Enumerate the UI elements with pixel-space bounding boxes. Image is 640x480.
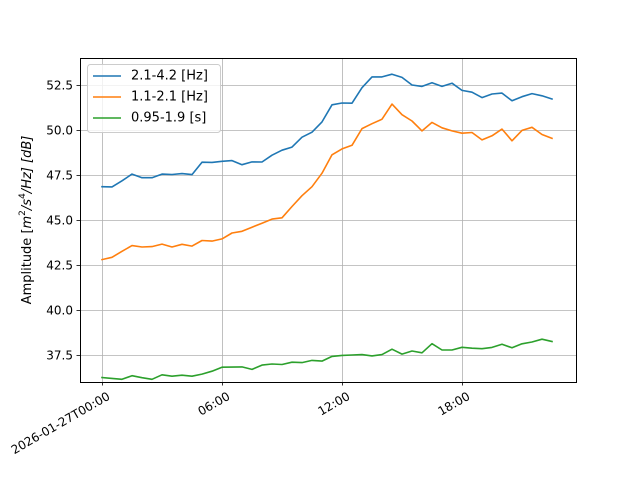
series-layer	[101, 73, 554, 381]
legend: 2.1-4.2 [Hz] 1.1-2.1 [Hz] 0.95-1.9 [s]	[87, 64, 221, 133]
y-tick-label: 45.0	[46, 214, 73, 228]
y-axis-label: Amplitude [m2/s4/Hz] [dB]	[18, 136, 35, 305]
y-axis-ticks: 37.5 40.0 42.5 45.0 47.5 50.0 52.5	[46, 79, 80, 363]
y-tick-label: 52.5	[46, 79, 73, 93]
series-line-0	[101, 73, 554, 188]
legend-label-0: 2.1-4.2 [Hz]	[131, 69, 208, 84]
y-tick-label: 50.0	[46, 124, 73, 138]
legend-box	[87, 64, 221, 133]
y-tick-label: 42.5	[46, 259, 73, 273]
y-tick-label: 37.5	[46, 349, 73, 363]
y-tick-label: 47.5	[46, 169, 73, 183]
series-line-1	[101, 103, 554, 261]
plot-frame	[80, 58, 577, 383]
series-line-2	[101, 338, 553, 381]
legend-label-2: 0.95-1.9 [s]	[131, 111, 206, 126]
y-tick-label: 40.0	[46, 304, 73, 318]
legend-label-1: 1.1-2.1 [Hz]	[131, 90, 208, 105]
